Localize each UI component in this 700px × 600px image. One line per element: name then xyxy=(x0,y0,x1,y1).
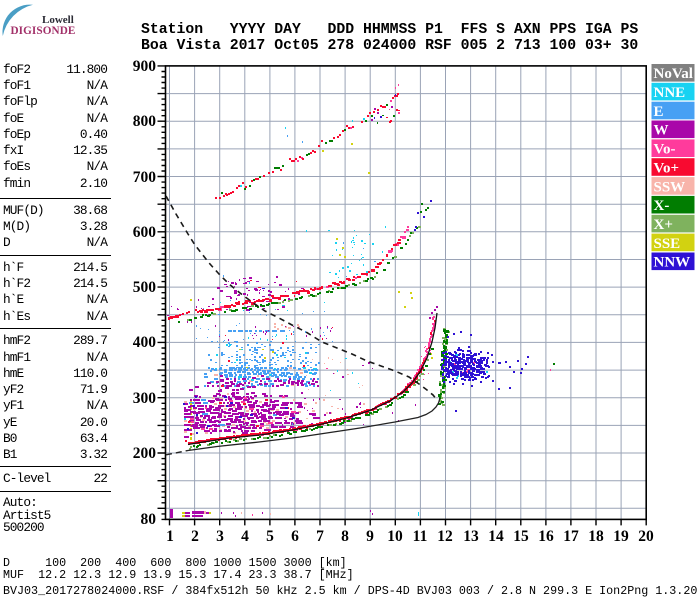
svg-text:12: 12 xyxy=(437,528,453,545)
svg-text:10: 10 xyxy=(387,528,403,545)
svg-text:8: 8 xyxy=(341,528,349,545)
svg-text:2: 2 xyxy=(191,528,199,545)
svg-text:SSW: SSW xyxy=(654,179,686,195)
svg-text:20: 20 xyxy=(638,528,654,545)
svg-text:400: 400 xyxy=(133,334,157,351)
svg-text:NoVal: NoVal xyxy=(654,66,693,82)
svg-text:200: 200 xyxy=(133,445,157,462)
svg-text:NNE: NNE xyxy=(654,85,686,101)
svg-text:5: 5 xyxy=(266,528,274,545)
svg-text:15: 15 xyxy=(513,528,529,545)
svg-text:300: 300 xyxy=(133,390,157,407)
svg-text:500: 500 xyxy=(133,279,157,296)
svg-text:X-: X- xyxy=(654,198,670,214)
svg-text:11: 11 xyxy=(413,528,428,545)
svg-text:6: 6 xyxy=(291,528,299,545)
svg-text:14: 14 xyxy=(488,528,504,545)
svg-text:700: 700 xyxy=(133,169,157,186)
svg-text:3: 3 xyxy=(216,528,224,545)
svg-text:SSE: SSE xyxy=(654,236,681,252)
svg-text:17: 17 xyxy=(563,528,579,545)
svg-text:18: 18 xyxy=(588,528,604,545)
svg-text:X+: X+ xyxy=(654,217,673,233)
svg-text:900: 900 xyxy=(133,58,157,75)
svg-text:800: 800 xyxy=(133,113,157,130)
svg-text:NNW: NNW xyxy=(654,255,691,271)
svg-text:9: 9 xyxy=(366,528,374,545)
svg-text:13: 13 xyxy=(463,528,479,545)
svg-text:Vo-: Vo- xyxy=(654,142,676,158)
svg-text:E: E xyxy=(654,104,664,120)
svg-text:80: 80 xyxy=(141,511,157,528)
svg-text:600: 600 xyxy=(133,224,157,241)
svg-text:7: 7 xyxy=(316,528,324,545)
svg-text:1: 1 xyxy=(166,528,174,545)
svg-text:4: 4 xyxy=(241,528,249,545)
svg-text:16: 16 xyxy=(538,528,554,545)
svg-text:W: W xyxy=(654,123,669,139)
svg-text:Vo+: Vo+ xyxy=(654,160,680,176)
svg-text:19: 19 xyxy=(613,528,629,545)
